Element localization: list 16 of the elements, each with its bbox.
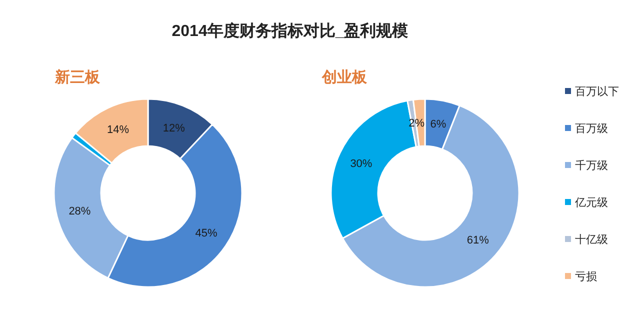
data-label: 61% (466, 234, 490, 247)
legend-label: 百万级 (575, 123, 608, 135)
legend-label: 百万以下 (575, 85, 619, 98)
chart-title: 2014年度财务指标对比_盈利规模 (172, 21, 408, 40)
legend-label: 亏损 (575, 271, 597, 283)
data-label: 28% (68, 206, 91, 218)
data-label: 30% (350, 158, 372, 170)
legend-label: 千万级 (575, 159, 608, 172)
data-label: 45% (195, 228, 218, 240)
slice-label: 新三板 (54, 68, 101, 86)
data-label: 14% (106, 124, 130, 136)
legend-label: 十亿级 (575, 233, 608, 246)
legend-label: 亿元级 (574, 197, 608, 209)
slice-label: 创业板 (321, 69, 368, 86)
data-label: 6% (430, 118, 446, 131)
data-label: 12% (162, 122, 186, 134)
